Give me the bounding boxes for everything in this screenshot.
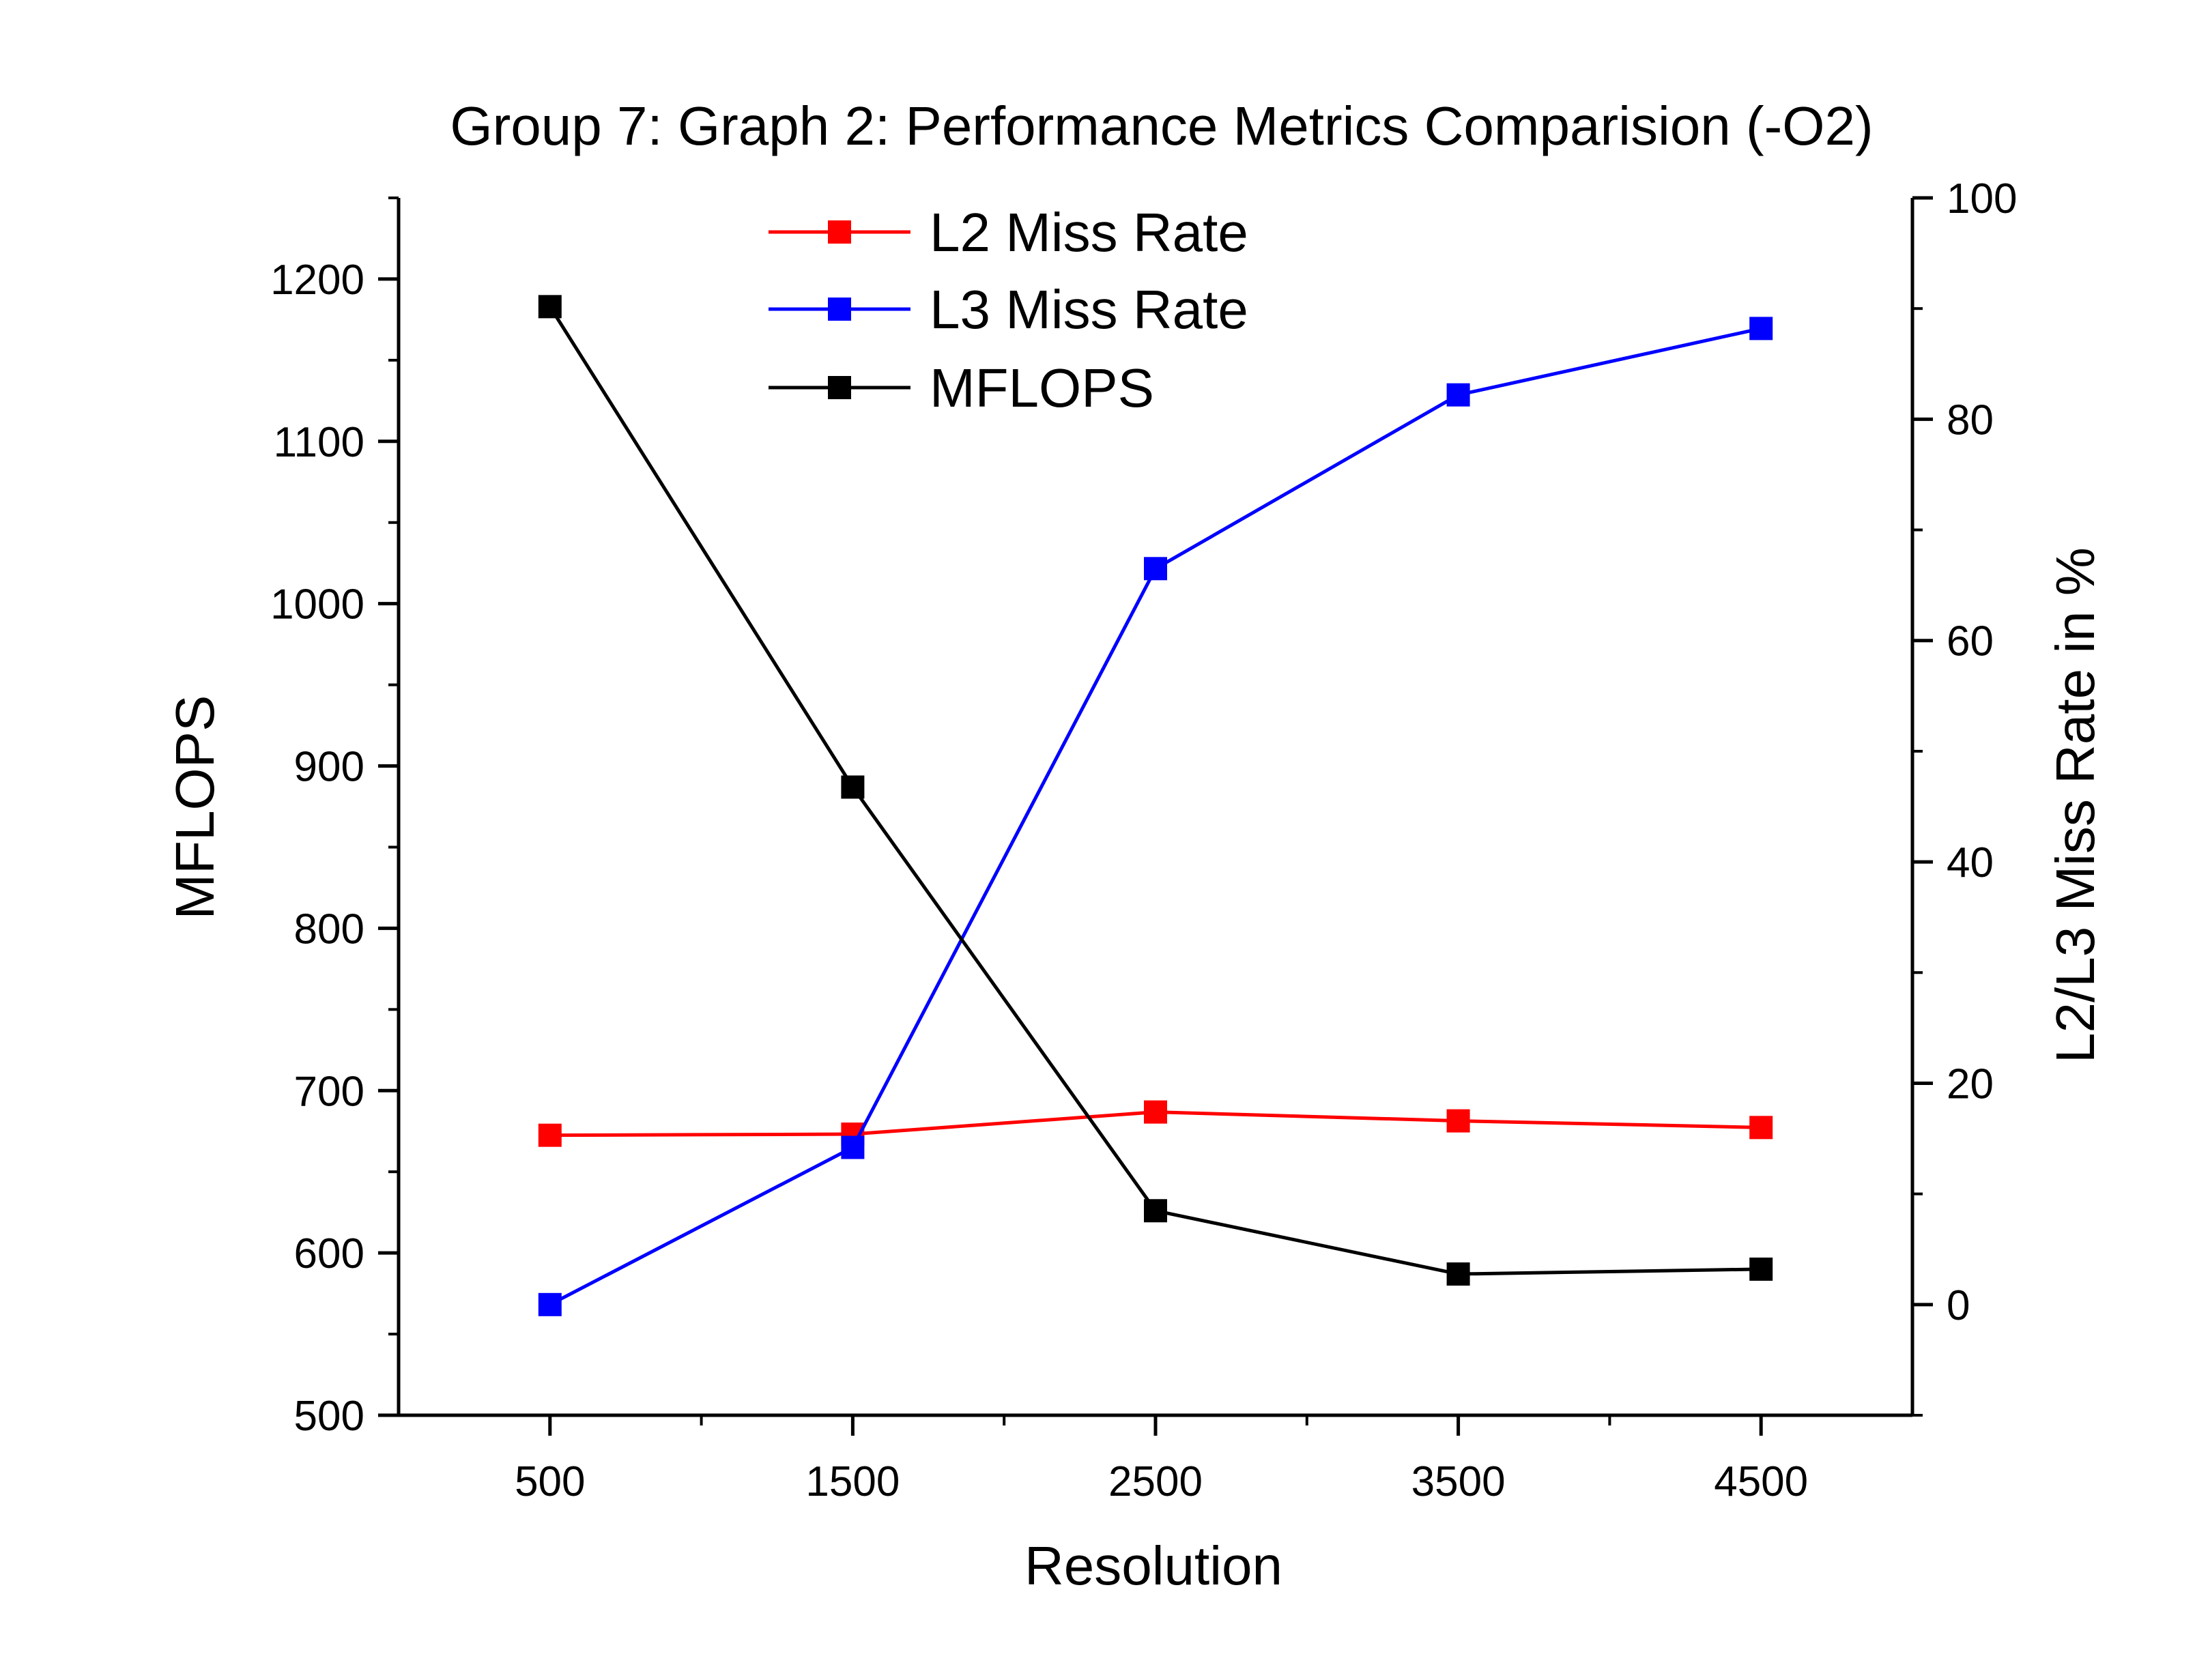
x-axis-label: Resolution: [1024, 1535, 1282, 1596]
data-point-l2-miss-rate: [1144, 1100, 1167, 1124]
data-point-l3-miss-rate: [1144, 557, 1167, 581]
right-y-axis-label: L2/L3 Miss Rate in %: [2045, 547, 2106, 1063]
right-y-tick-label: 60: [1947, 618, 1994, 665]
left-y-tick-label: 500: [294, 1393, 364, 1440]
right-y-tick-label: 100: [1947, 175, 2017, 222]
left-y-axis-label: MFLOPS: [164, 695, 225, 920]
legend-label-mflops: MFLOPS: [930, 358, 1154, 418]
chart-title: Group 7: Graph 2: Performance Metrics Co…: [450, 96, 1873, 156]
legend-label-l2-miss-rate: L2 Miss Rate: [930, 202, 1248, 263]
data-point-l2-miss-rate: [1446, 1109, 1470, 1133]
right-y-tick-label: 0: [1947, 1282, 1970, 1329]
axes: 500 1500 2500 3500 4500500600700800900100011…: [270, 175, 2017, 1505]
data-point-l3-miss-rate: [1446, 383, 1470, 407]
data-point-mflops: [1144, 1199, 1167, 1223]
data-point-mflops: [841, 775, 865, 799]
data-point-l2-miss-rate: [538, 1123, 562, 1147]
right-y-tick-label: 20: [1947, 1060, 1994, 1107]
left-y-tick-label: 900: [294, 744, 364, 791]
data-point-l2-miss-rate: [1749, 1116, 1773, 1140]
series-line-mflops: [548, 306, 1762, 1276]
data-point-l3-miss-rate: [538, 1292, 562, 1316]
left-y-tick-label: 600: [294, 1230, 364, 1277]
x-tick-label: 3500: [1411, 1458, 1506, 1505]
right-y-tick-label: 40: [1947, 839, 1994, 886]
legend-marker-l2-miss-rate: [828, 220, 851, 244]
left-y-tick-label: 1000: [270, 581, 364, 628]
series-layer: [538, 295, 1773, 1316]
left-y-tick-label: 800: [294, 906, 364, 953]
right-y-tick-label: 80: [1947, 396, 1994, 444]
series-line-l3-miss-rate: [549, 326, 1762, 1307]
legend: L2 Miss Rate L3 Miss Rate MFLOPS: [769, 202, 1248, 418]
legend-marker-mflops: [828, 376, 851, 399]
data-point-l3-miss-rate: [1749, 317, 1773, 341]
x-tick-label: 1500: [805, 1458, 900, 1505]
left-y-tick-label: 1100: [274, 419, 364, 466]
data-point-mflops: [1749, 1257, 1773, 1281]
data-point-mflops: [538, 295, 562, 319]
left-y-tick-label: 1200: [270, 257, 364, 304]
x-tick-label: 2500: [1108, 1458, 1203, 1505]
legend-label-l3-miss-rate: L3 Miss Rate: [930, 279, 1248, 340]
left-y-tick-label: 700: [294, 1068, 364, 1115]
data-point-mflops: [1446, 1262, 1470, 1286]
data-point-l3-miss-rate: [841, 1135, 865, 1159]
x-tick-label: 4500: [1714, 1458, 1808, 1505]
legend-marker-l3-miss-rate: [828, 298, 851, 321]
x-tick-label: 500: [515, 1458, 585, 1505]
